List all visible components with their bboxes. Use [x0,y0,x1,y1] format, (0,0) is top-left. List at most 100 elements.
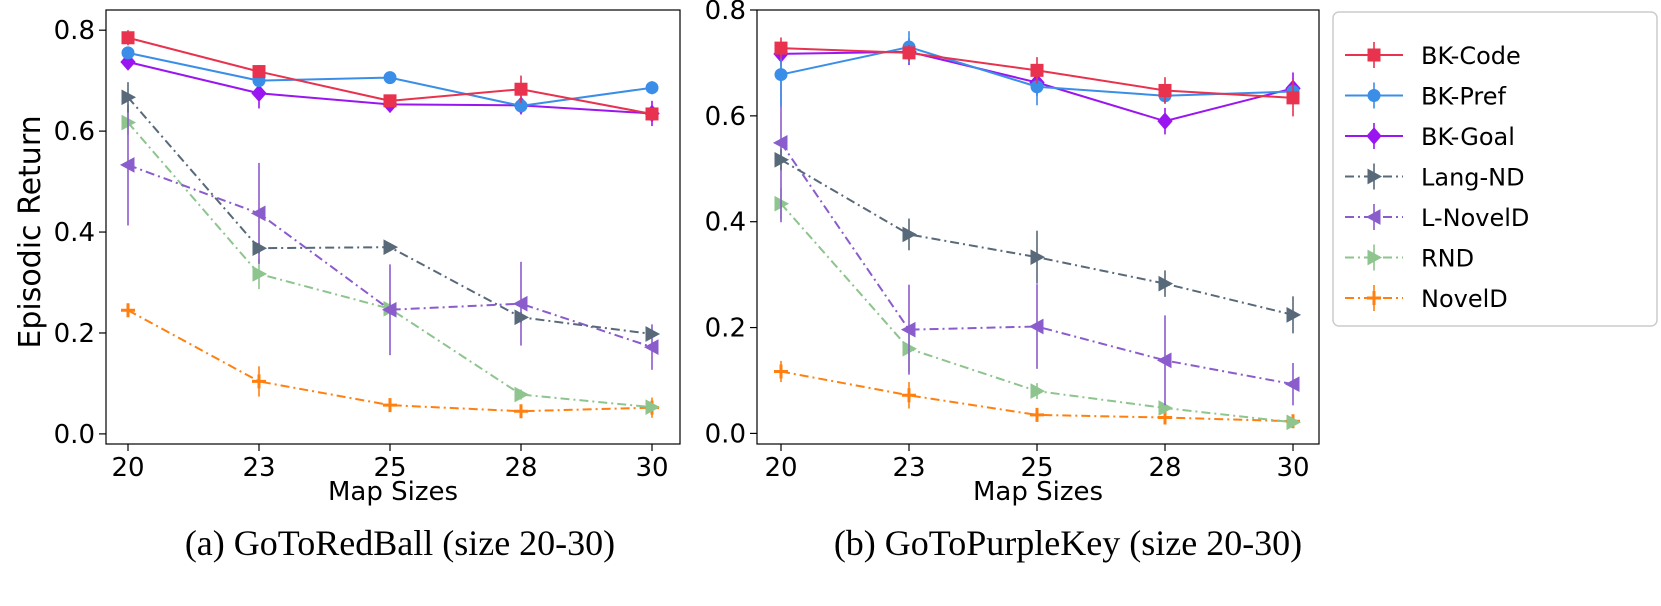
data-point [645,326,661,342]
series-bk-code [774,37,1300,117]
data-point [1158,275,1174,292]
legend-entry-bk-goal: BK-Goal [1345,123,1515,151]
legend-entry-bk-pref: BK-Pref [1345,82,1507,111]
data-point [1286,414,1302,431]
data-point [645,81,659,95]
axis-ticks-a: 20 23 25 28 30 0.0 0.2 0.4 0.6 0.8 [54,16,669,483]
y-tick-label: 0.4 [54,218,95,248]
data-point [383,71,397,85]
data-point [900,321,916,338]
legend-marker [1367,89,1381,102]
series-bk-goal [120,53,660,127]
legend-label: L-NovelD [1421,204,1529,232]
data-point [121,89,137,106]
series-noveld [121,303,659,419]
x-tick-label: 20 [111,453,144,483]
y-tick-label: 0.8 [705,0,746,26]
legend-marker [1366,127,1382,145]
legend-label: BK-Code [1421,42,1521,70]
legend-label: BK-Goal [1421,123,1515,151]
plot-marks-b [772,31,1302,431]
data-point [902,46,916,60]
x-tick-label: 23 [892,453,925,483]
legend-marker [1367,249,1383,266]
data-point [252,240,268,257]
y-tick-label: 0.2 [54,319,95,349]
data-point [1284,376,1300,393]
legend-entry-rnd: RND [1345,244,1474,273]
data-point [514,386,530,403]
legend-label: NovelD [1421,285,1508,313]
data-point [383,239,399,256]
series-line [127,163,653,349]
legend-label: BK-Pref [1421,83,1507,111]
legend-label: Lang-ND [1421,164,1525,192]
series-lang-nd [774,149,1302,334]
y-tick-label: 0.6 [54,117,95,147]
data-point [1158,83,1172,97]
legend-entry-lang-nd: Lang-ND [1345,163,1525,192]
series-bk-pref [121,46,659,113]
data-point [1156,352,1172,369]
data-point [772,135,788,151]
data-point [1286,91,1300,105]
data-point [774,151,790,168]
data-point [1030,383,1046,399]
legend-label: RND [1421,245,1474,273]
caption-b: (b) GoToPurpleKey (size 20-30) [834,523,1302,563]
legend-box [1332,11,1658,327]
data-point [774,68,788,82]
legend-marker [1367,291,1381,305]
caption-a: (a) GoToRedBall (size 20-30) [185,523,615,563]
data-point [121,46,135,60]
y-tick-label: 0.2 [705,314,746,344]
data-point [381,301,397,318]
series-l-noveld [119,104,659,370]
data-point [514,82,528,96]
data-point [121,303,135,318]
x-axis-label-a: Map Sizes [328,477,458,507]
data-point [252,374,266,389]
data-point [643,339,659,355]
data-point [774,41,788,55]
data-point [514,309,530,326]
x-tick-label: 28 [504,453,537,483]
data-point [250,205,266,222]
series-rnd [121,109,661,415]
data-point [1157,112,1173,130]
y-tick-label: 0.0 [705,419,746,449]
plot-frame-a [105,9,681,445]
data-point [383,94,397,108]
series-line [127,309,653,413]
x-tick-label: 30 [1276,453,1309,483]
data-point [902,388,916,403]
data-point [512,295,528,312]
x-tick-label: 28 [1148,453,1181,483]
y-tick-label: 0.4 [705,208,746,238]
chart-panel-a: 20 23 25 28 30 0.0 0.2 0.4 0.6 0.8 Map Sizes Epis… [13,9,681,563]
series-bk-code [121,30,659,121]
y-tick-label: 0.8 [54,16,95,46]
y-axis-label-a: Episodic Return [13,115,48,348]
data-point [1030,407,1044,422]
data-point [252,65,266,79]
legend-marker [1367,168,1383,185]
legend-entry-bk-code: BK-Code [1345,42,1521,70]
chart-panel-b: 20 23 25 28 30 0.0 0.2 0.4 0.6 0.8 Map Sizes (b) … [705,0,1320,563]
legend-entry-noveld: NovelD [1345,285,1508,313]
x-tick-label: 20 [764,453,797,483]
data-point [252,266,268,282]
data-point [645,399,661,415]
plot-frame-b [756,9,1320,445]
data-point [1030,63,1044,77]
data-point [514,404,528,419]
x-tick-label: 25 [1020,453,1053,483]
legend-entry-l-noveld: L-NovelD [1345,204,1529,232]
legend: BK-Code BK-Pref BK-Goal Lang-ND L-NovelD RND N… [1332,11,1658,327]
y-tick-label: 0.0 [54,420,95,450]
series-l-noveld [772,63,1300,406]
series-lang-nd [121,82,661,342]
y-tick-label: 0.6 [705,102,746,132]
data-point [383,398,397,413]
x-tick-label: 30 [635,453,668,483]
